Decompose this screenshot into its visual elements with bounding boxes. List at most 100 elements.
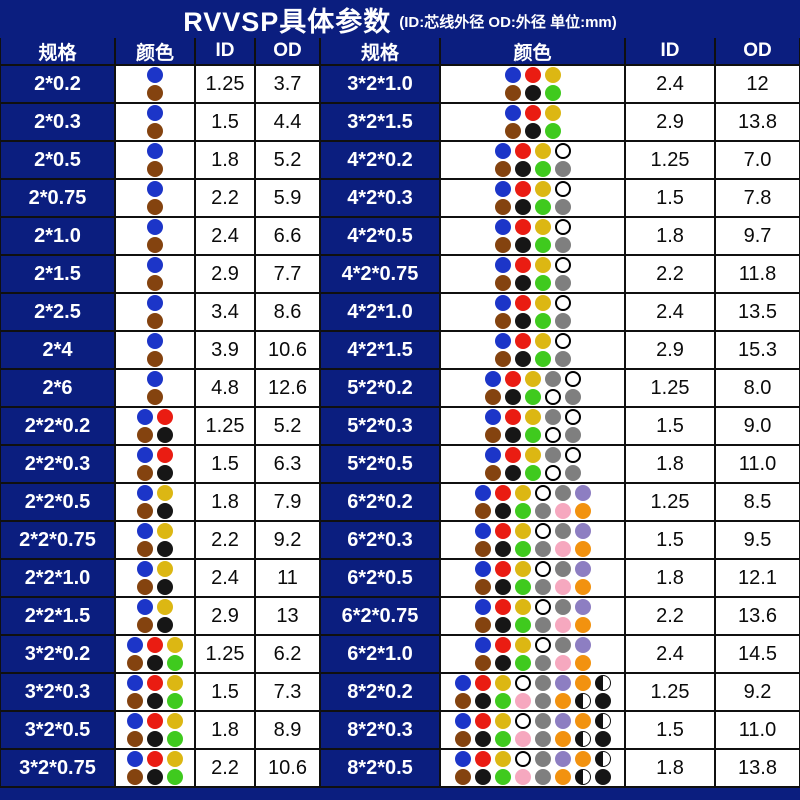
halfbw-wire-dot	[574, 769, 591, 785]
brown-wire-dot	[147, 313, 163, 329]
id-cell: 1.8	[196, 142, 256, 180]
wire-color-swatches	[147, 181, 163, 215]
yellow-wire-dot	[167, 675, 183, 691]
blue-wire-dot	[474, 523, 491, 539]
id-cell: 2.4	[196, 560, 256, 598]
header-color-right: 颜色	[441, 38, 626, 66]
wire-color-swatches	[474, 637, 591, 671]
wire-color-swatches	[147, 333, 163, 367]
color-cell	[116, 446, 196, 484]
red-wire-dot	[157, 409, 173, 425]
spec-cell: 6*2*0.3	[321, 522, 441, 560]
black-wire-dot	[157, 541, 173, 557]
white-wire-dot	[564, 447, 581, 463]
color-cell	[441, 750, 626, 788]
white-wire-dot	[534, 523, 551, 539]
color-cell	[441, 712, 626, 750]
white-wire-dot	[554, 219, 571, 235]
blue-wire-dot	[494, 295, 511, 311]
brown-wire-dot	[147, 351, 163, 367]
header-spec-left: 规格	[1, 38, 116, 66]
yellow-wire-dot	[157, 561, 173, 577]
brown-wire-dot	[484, 427, 501, 443]
wire-color-swatches	[147, 257, 163, 291]
red-wire-dot	[504, 409, 521, 425]
id-cell: 1.25	[196, 66, 256, 104]
id-cell: 2.9	[196, 256, 256, 294]
yellow-wire-dot	[534, 257, 551, 273]
black-wire-dot	[494, 541, 511, 557]
white-wire-dot	[544, 465, 561, 481]
black-wire-dot	[157, 427, 173, 443]
spec-cell: 2*0.75	[1, 180, 116, 218]
yellow-wire-dot	[494, 675, 511, 691]
wire-color-swatches	[137, 561, 173, 595]
od-cell: 7.8	[716, 180, 800, 218]
od-cell: 7.7	[256, 256, 321, 294]
brown-wire-dot	[474, 617, 491, 633]
yellow-wire-dot	[514, 523, 531, 539]
gray-wire-dot	[534, 655, 551, 671]
spec-cell: 2*2*0.2	[1, 408, 116, 446]
green-wire-dot	[494, 769, 511, 785]
red-wire-dot	[494, 523, 511, 539]
wire-color-swatches	[137, 523, 173, 557]
yellow-wire-dot	[524, 371, 541, 387]
color-cell	[441, 294, 626, 332]
pink-wire-dot	[554, 541, 571, 557]
brown-wire-dot	[484, 389, 501, 405]
blue-wire-dot	[147, 67, 163, 83]
gray-wire-dot	[534, 503, 551, 519]
id-cell: 3.9	[196, 332, 256, 370]
gray-wire-dot	[534, 675, 551, 691]
blue-wire-dot	[137, 523, 153, 539]
color-cell	[116, 370, 196, 408]
blue-wire-dot	[127, 751, 143, 767]
red-wire-dot	[474, 713, 491, 729]
gray-wire-dot	[534, 579, 551, 595]
spec-cell: 3*2*1.0	[321, 66, 441, 104]
id-cell: 1.8	[626, 750, 716, 788]
wire-color-swatches	[147, 143, 163, 177]
gray-wire-dot	[554, 561, 571, 577]
id-cell: 2.9	[196, 598, 256, 636]
brown-wire-dot	[127, 655, 143, 671]
brown-wire-dot	[147, 85, 163, 101]
green-wire-dot	[524, 389, 541, 405]
gray-wire-dot	[554, 161, 571, 177]
brown-wire-dot	[504, 123, 521, 139]
green-wire-dot	[167, 731, 183, 747]
red-wire-dot	[514, 181, 531, 197]
od-cell: 14.5	[716, 636, 800, 674]
od-cell: 9.0	[716, 408, 800, 446]
red-wire-dot	[147, 675, 163, 691]
wire-color-swatches	[484, 371, 581, 405]
red-wire-dot	[474, 675, 491, 691]
wire-color-swatches	[474, 485, 591, 519]
brown-wire-dot	[484, 465, 501, 481]
blue-wire-dot	[504, 105, 521, 121]
od-cell: 13.6	[716, 598, 800, 636]
header-color-left: 颜色	[116, 38, 196, 66]
wire-color-swatches	[474, 561, 591, 595]
color-cell	[441, 104, 626, 142]
wire-color-swatches	[504, 105, 561, 139]
color-cell	[116, 256, 196, 294]
id-cell: 1.8	[626, 446, 716, 484]
id-cell: 3.4	[196, 294, 256, 332]
wire-color-swatches	[147, 371, 163, 405]
green-wire-dot	[494, 693, 511, 709]
brown-wire-dot	[147, 237, 163, 253]
brown-wire-dot	[494, 161, 511, 177]
brown-wire-dot	[454, 769, 471, 785]
spec-cell: 2*0.3	[1, 104, 116, 142]
wire-color-swatches	[127, 675, 183, 709]
orange-wire-dot	[574, 579, 591, 595]
black-wire-dot	[474, 769, 491, 785]
id-cell: 1.5	[626, 408, 716, 446]
blue-wire-dot	[484, 371, 501, 387]
white-wire-dot	[554, 181, 571, 197]
color-cell	[116, 180, 196, 218]
orange-wire-dot	[554, 731, 571, 747]
